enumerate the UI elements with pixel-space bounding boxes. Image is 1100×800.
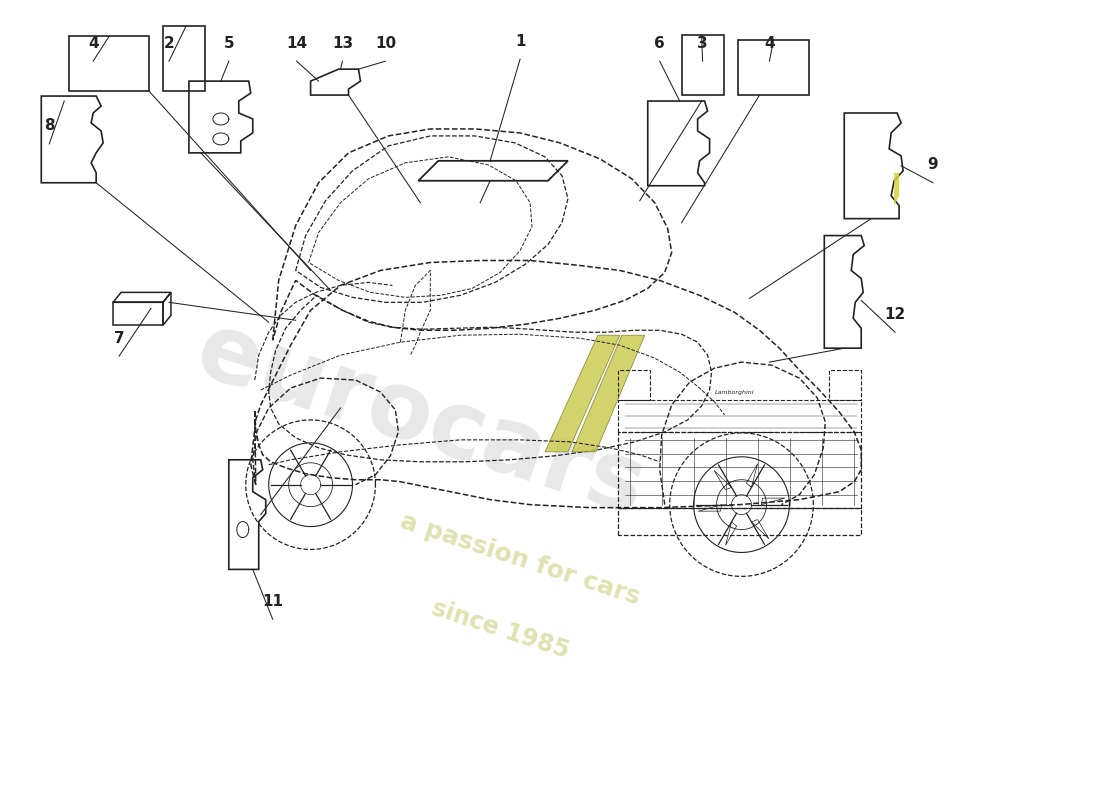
- Text: a passion for cars: a passion for cars: [397, 510, 644, 610]
- Bar: [69, 36, 148, 91]
- Text: 6: 6: [654, 36, 666, 50]
- Text: 13: 13: [332, 36, 353, 50]
- Text: Lamborghini: Lamborghini: [715, 390, 755, 394]
- Text: 4: 4: [764, 36, 774, 50]
- Text: 7: 7: [113, 330, 124, 346]
- Text: 11: 11: [262, 594, 283, 609]
- Text: 2: 2: [164, 36, 174, 50]
- Text: 10: 10: [375, 36, 396, 50]
- Text: 12: 12: [884, 306, 905, 322]
- Polygon shape: [544, 335, 619, 452]
- Text: since 1985: since 1985: [428, 596, 572, 662]
- Bar: [163, 26, 205, 91]
- Text: 8: 8: [44, 118, 55, 134]
- Text: 14: 14: [286, 36, 307, 50]
- Bar: [737, 40, 810, 95]
- Text: 3: 3: [697, 36, 708, 50]
- Text: eurocars: eurocars: [185, 304, 656, 535]
- Polygon shape: [572, 335, 645, 452]
- Text: 9: 9: [927, 158, 938, 172]
- Text: 4: 4: [88, 36, 99, 50]
- Text: 1: 1: [515, 34, 526, 49]
- Bar: [682, 35, 724, 95]
- Polygon shape: [894, 173, 899, 206]
- Text: 5: 5: [223, 36, 234, 50]
